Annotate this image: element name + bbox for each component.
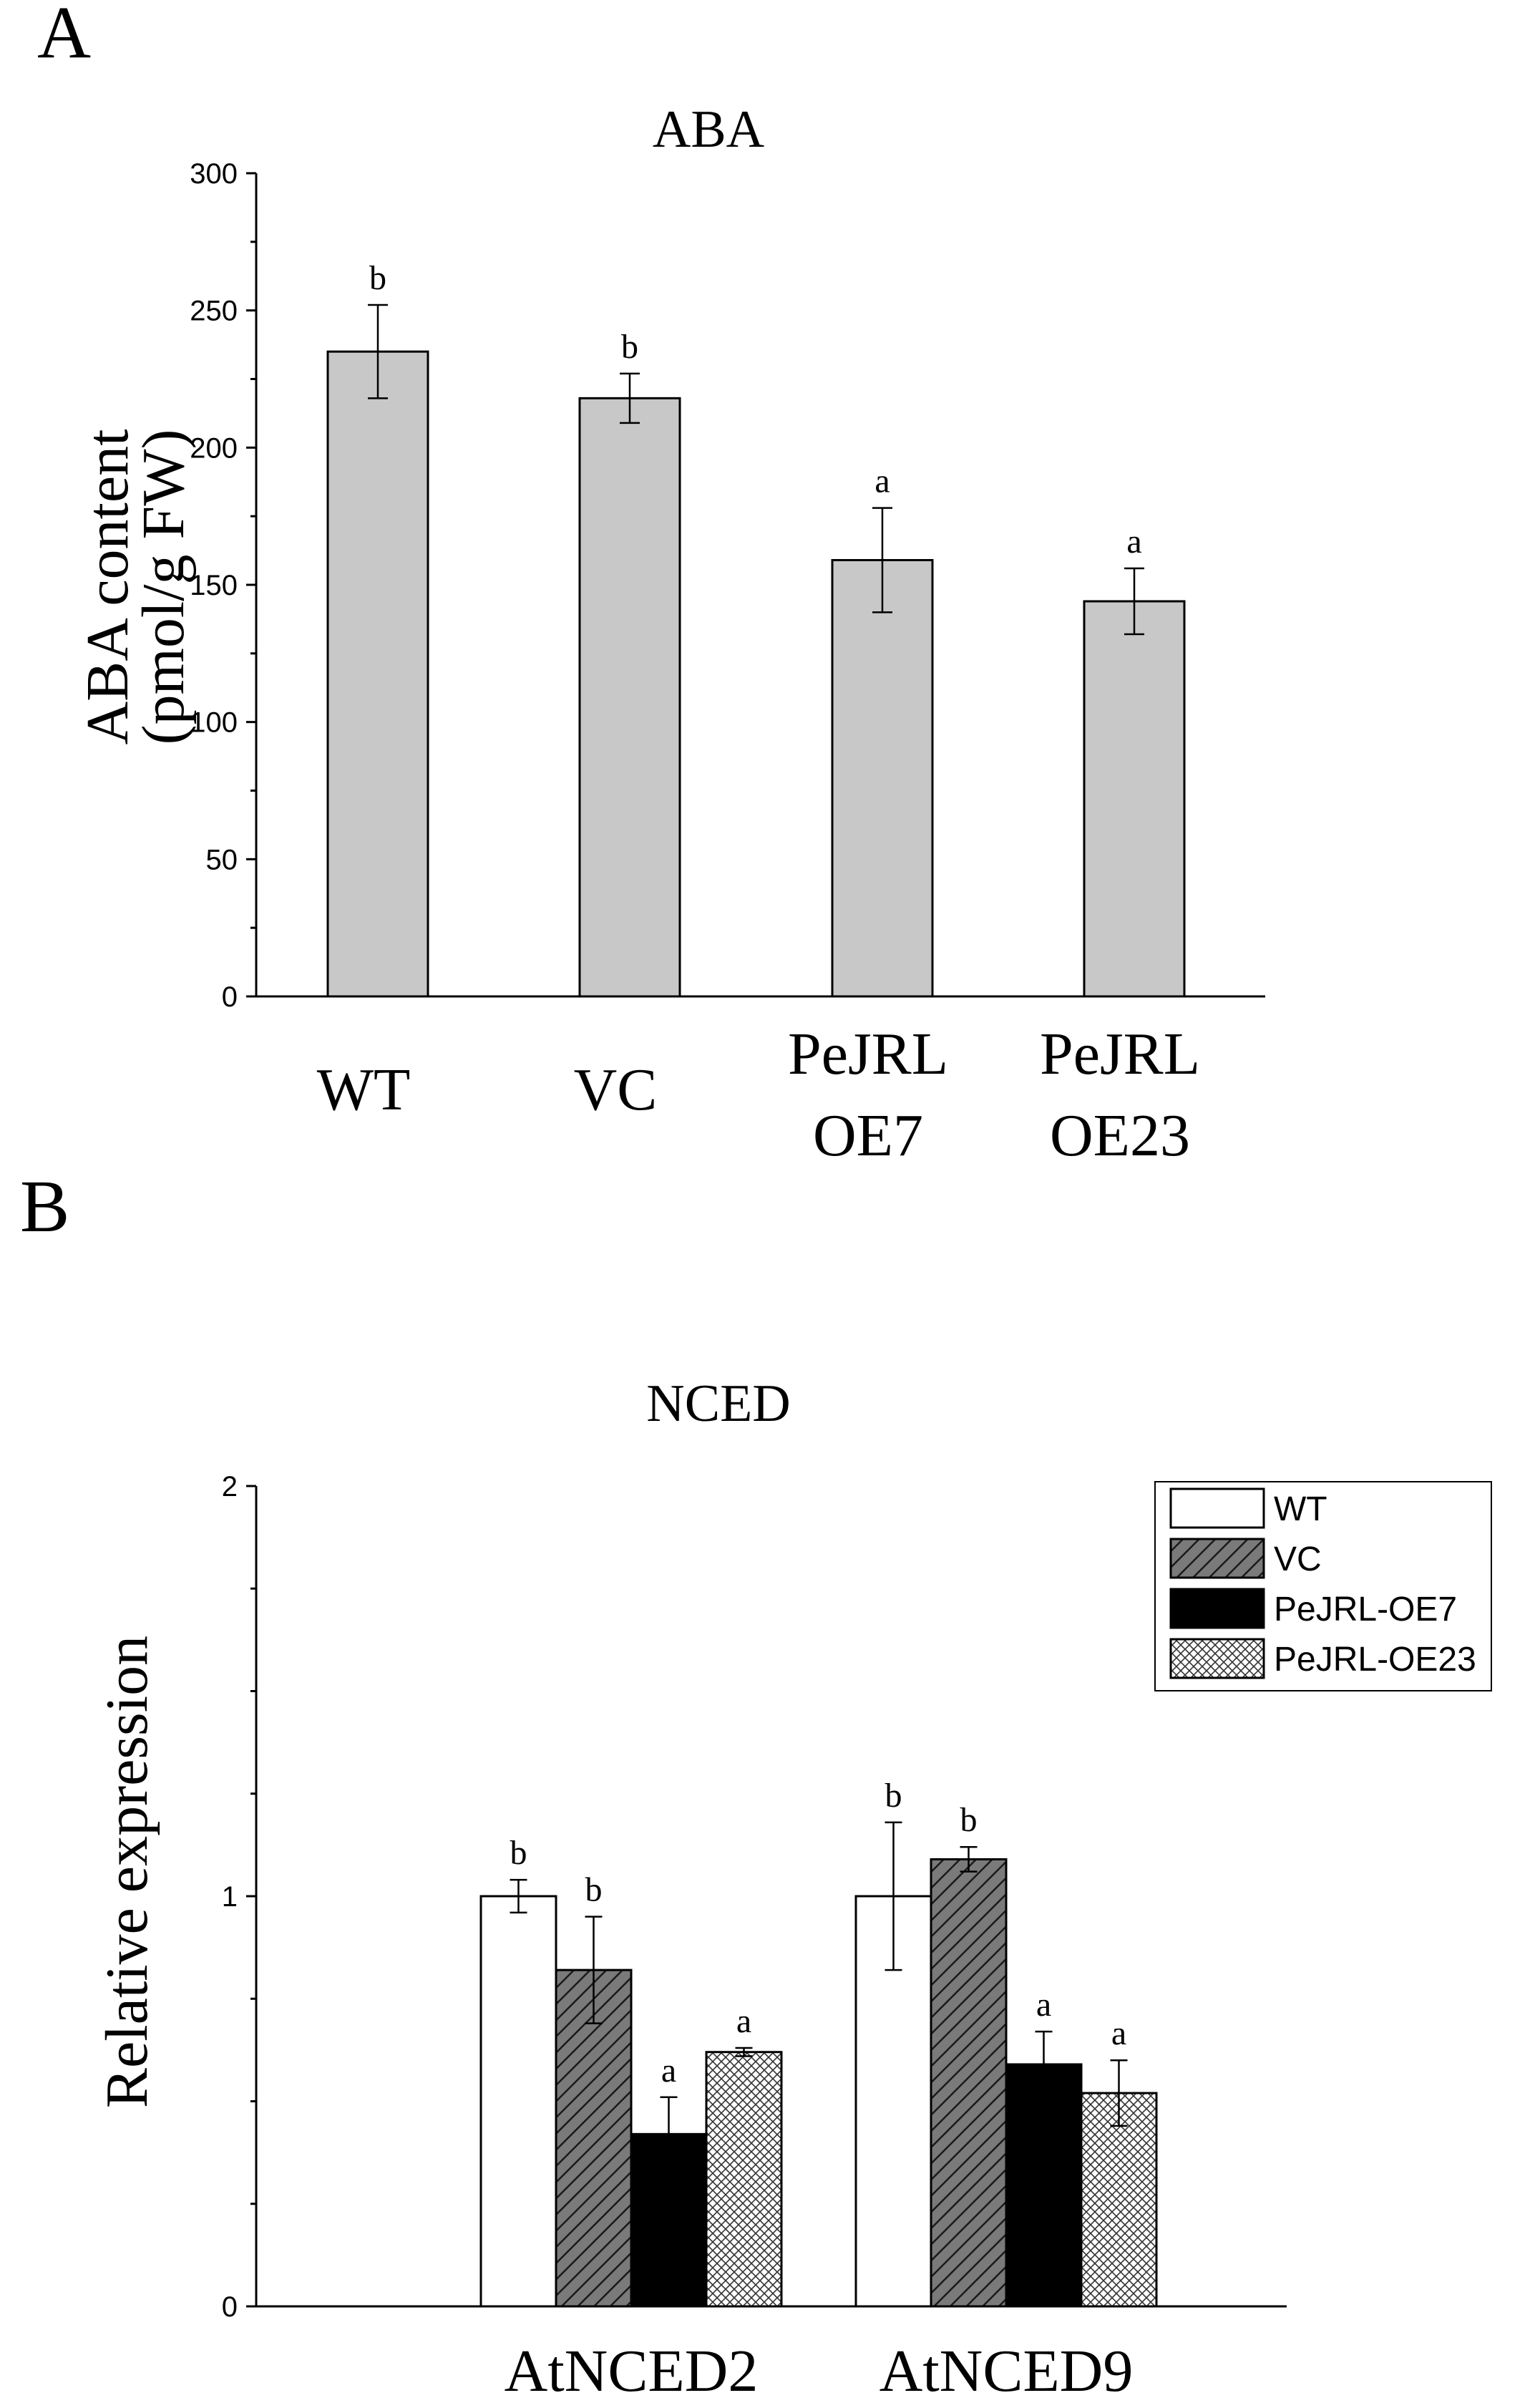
x-tick-label-aba: VC	[574, 1057, 658, 1123]
x-tick-label-aba: PeJRL	[1040, 1021, 1200, 1087]
panel-label-b: B	[20, 1165, 69, 1248]
legend-swatch-nced	[1169, 1588, 1265, 1629]
bar-aba	[1083, 600, 1186, 998]
bar-nced	[1080, 2092, 1158, 2308]
chart-aba: ABA ABA content (pmol/g FW) 0 50 100 150 200…	[74, 100, 1265, 1169]
legend-label-nced: PeJRL-OE23	[1274, 1641, 1476, 1679]
panel-label-a: A	[37, 0, 91, 74]
bar-aba	[578, 397, 681, 998]
chart-title-aba: ABA	[653, 100, 764, 159]
y-axis-label-aba: ABA content (pmol/g FW)	[74, 429, 197, 745]
x-tick-label-aba: OE7	[813, 1102, 923, 1169]
x-tick-label-nced: AtNCED9	[879, 2338, 1134, 2404]
x-tick-label-aba: WT	[317, 1057, 411, 1123]
bar-nced	[705, 2051, 783, 2308]
legend-label-nced: WT	[1274, 1490, 1327, 1528]
y-axis-label-nced: Relative expression	[94, 1636, 160, 2108]
significance-label-nced: a	[736, 2002, 751, 2040]
y-tick-label-aba: 100	[190, 707, 238, 739]
significance-label-nced: b	[960, 1801, 978, 1839]
significance-label-aba: a	[1126, 523, 1141, 560]
significance-label-nced: a	[1111, 2014, 1126, 2052]
legend-swatch-nced	[1169, 1487, 1265, 1529]
x-tick-label-nced: AtNCED2	[505, 2338, 759, 2404]
significance-label-nced: a	[1036, 1986, 1051, 2024]
bar-nced	[930, 1858, 1008, 2308]
bar-nced	[479, 1895, 557, 2308]
x-tick-label-aba: PeJRL	[788, 1021, 948, 1087]
bar-nced	[1005, 2063, 1083, 2308]
legend-swatch-nced	[1169, 1638, 1265, 1679]
legend-swatch-nced	[1169, 1538, 1265, 1579]
significance-label-aba: a	[874, 462, 890, 500]
chart-nced: NCED Relative expression 0 1 2 b b a a AtNCED2 b…	[94, 1374, 1492, 2404]
y-tick-label-aba: 300	[190, 158, 238, 190]
significance-label-nced: b	[885, 1777, 902, 1815]
significance-label-aba: b	[621, 328, 638, 366]
significance-label-nced: b	[585, 1871, 603, 1909]
y-tick-label-aba: 250	[190, 296, 238, 327]
significance-label-aba: b	[369, 259, 386, 297]
y-tick-label-nced: 0	[222, 2291, 238, 2323]
chart-title-nced: NCED	[646, 1374, 790, 1433]
y-axis-label-aba-line1: ABA content	[74, 429, 141, 745]
significance-label-nced: a	[661, 2052, 676, 2089]
bar-aba	[831, 559, 934, 998]
y-tick-label-aba: 0	[222, 981, 238, 1013]
legend-label-nced: PeJRL-OE7	[1274, 1591, 1457, 1628]
y-tick-label-aba: 200	[190, 432, 238, 464]
y-tick-label-nced: 2	[222, 1471, 238, 1502]
y-tick-label-nced: 1	[222, 1881, 238, 1913]
y-tick-label-aba: 50	[206, 844, 238, 875]
x-tick-label-aba: OE23	[1050, 1102, 1190, 1169]
significance-label-nced: b	[510, 1834, 527, 1872]
y-axis-label-aba-line2: (pmol/g FW)	[130, 429, 197, 745]
legend-label-nced: VC	[1274, 1540, 1322, 1578]
y-tick-label-aba: 150	[190, 570, 238, 601]
bar-aba	[326, 350, 429, 998]
